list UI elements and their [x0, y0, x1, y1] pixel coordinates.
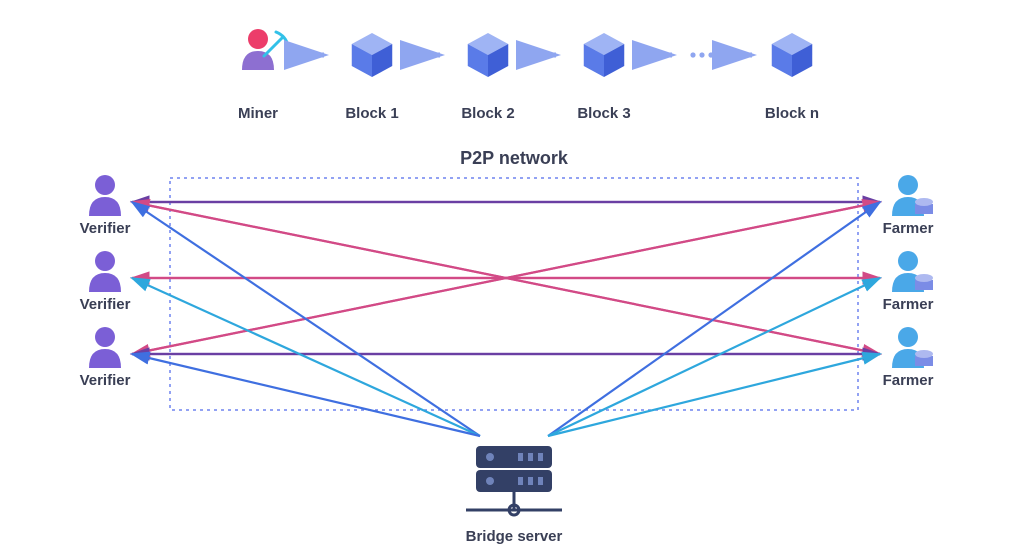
farmer-icon — [892, 327, 933, 368]
edge-bridge-to-farmer — [548, 278, 880, 436]
block-icon — [584, 33, 624, 77]
block-label: Block 3 — [577, 105, 630, 122]
block-icon — [772, 33, 812, 77]
bridge-label: Bridge server — [466, 528, 563, 545]
verifier-label: Verifier — [80, 220, 131, 237]
diagram-svg — [0, 0, 1028, 559]
farmer-icon — [892, 251, 933, 292]
miner-label: Miner — [238, 105, 278, 122]
ellipsis-dot — [699, 52, 704, 57]
edge-bridge-to-verifier — [132, 278, 480, 436]
verifier-label: Verifier — [80, 372, 131, 389]
p2p-box — [170, 178, 858, 410]
diagram-root: Miner Block 1 Block 2 Block 3 Block n P2P net… — [0, 0, 1028, 559]
verifier-label: Verifier — [80, 296, 131, 313]
ellipsis-dot — [708, 52, 713, 57]
block-label: Block n — [765, 105, 819, 122]
edge-bridge-to-farmer — [548, 202, 880, 436]
block-label: Block 2 — [461, 105, 514, 122]
block-label: Block 1 — [345, 105, 398, 122]
edge-bridge-to-farmer — [548, 354, 880, 436]
miner-icon — [242, 29, 288, 70]
verifier-icon — [89, 175, 121, 216]
ellipsis-dot — [690, 52, 695, 57]
block-icon — [352, 33, 392, 77]
bridge-server-icon — [466, 446, 562, 515]
farmer-icon — [892, 175, 933, 216]
p2p-label: P2P network — [460, 148, 568, 169]
farmer-label: Farmer — [883, 220, 934, 237]
verifier-icon — [89, 327, 121, 368]
block-icon — [468, 33, 508, 77]
verifier-icon — [89, 251, 121, 292]
edge-bridge-to-verifier — [132, 354, 480, 436]
farmer-label: Farmer — [883, 296, 934, 313]
farmer-label: Farmer — [883, 372, 934, 389]
